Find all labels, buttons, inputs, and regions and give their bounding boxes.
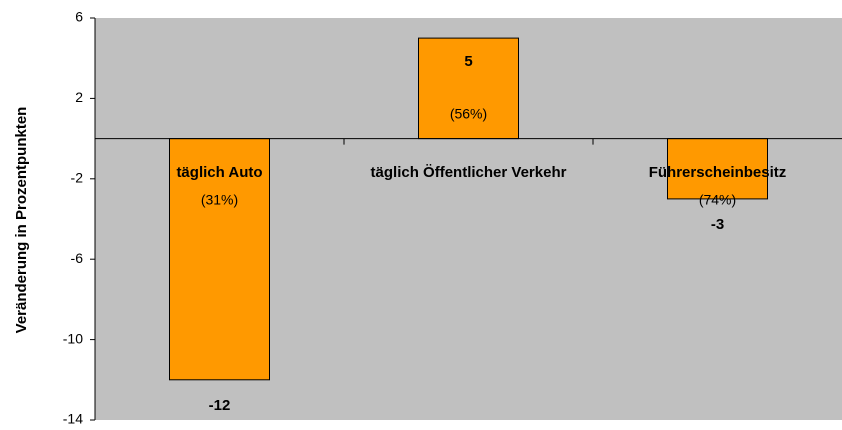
y-axis-title: Veränderung in Prozentpunkten: [13, 107, 30, 334]
y-tick-label: -6: [71, 250, 84, 266]
value-label: 5: [464, 53, 472, 70]
value-label: -12: [209, 397, 231, 414]
x-tick-label: täglich Auto: [176, 163, 263, 181]
x-tick-label: täglich Öffentlicher Verkehr: [370, 163, 567, 181]
bar: [667, 138, 768, 200]
annotation: (31%): [201, 191, 238, 207]
bar: [418, 37, 519, 140]
y-tick-label: -10: [63, 330, 83, 346]
y-tick-label: -14: [63, 411, 83, 427]
x-tick-label: Führerscheinbesitz: [648, 163, 787, 181]
y-tick-label: 2: [75, 89, 83, 105]
y-tick-label: -2: [71, 170, 84, 186]
annotation: (56%): [450, 105, 487, 121]
value-label: -3: [711, 216, 724, 233]
annotation: (74%): [699, 191, 736, 207]
y-tick-label: 6: [75, 9, 83, 25]
